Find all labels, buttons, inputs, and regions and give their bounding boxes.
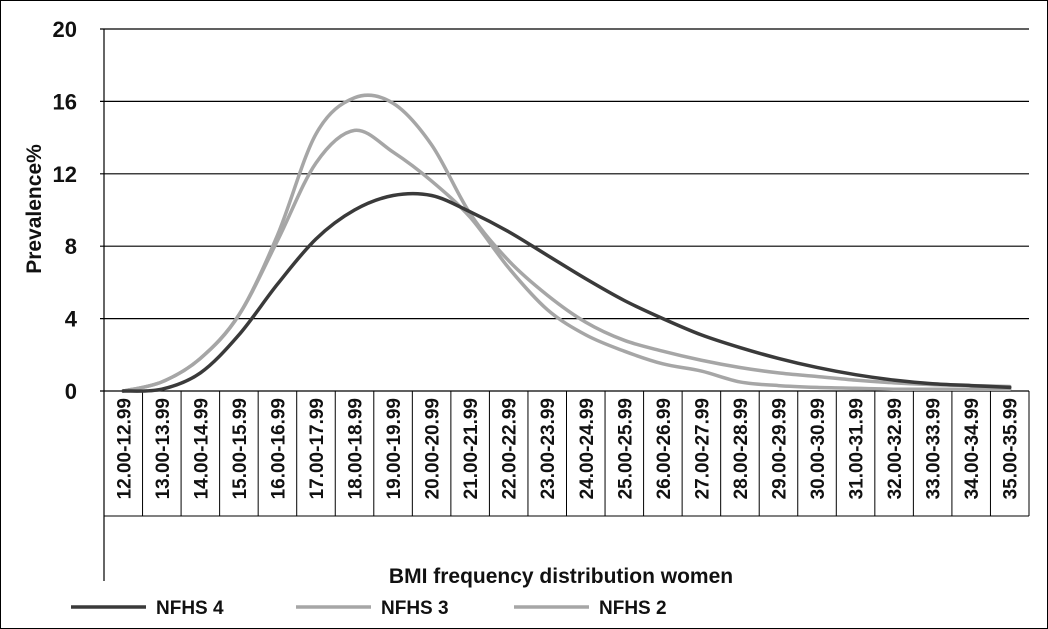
series-line-nfhs-2 bbox=[121, 93, 1012, 393]
x-tick-label: 20.00-20.99 bbox=[423, 398, 444, 499]
y-tick-labels: 0 4 8 12 16 20 bbox=[53, 17, 78, 404]
x-tick-label: 29.00-29.99 bbox=[769, 398, 790, 499]
x-tick-label: 28.00-28.99 bbox=[731, 398, 752, 499]
x-tick-label: 18.00-18.99 bbox=[346, 398, 367, 499]
y-axis-title: Prevalence% bbox=[23, 144, 46, 274]
x-tick-label: 17.00-17.99 bbox=[307, 398, 328, 499]
x-tick-label: 19.00-19.99 bbox=[384, 398, 405, 499]
x-tick-label: 13.00-13.99 bbox=[153, 398, 174, 499]
x-tick-label: 16.00-16.99 bbox=[268, 398, 289, 499]
gridlines bbox=[100, 28, 1030, 581]
x-tick-label: 33.00-33.99 bbox=[924, 398, 945, 499]
legend-label-nfhs-2: NFHS 2 bbox=[599, 598, 667, 619]
x-tick-label: 30.00-30.99 bbox=[808, 398, 829, 499]
x-tick-label: 21.00-21.99 bbox=[461, 398, 482, 499]
x-tick-label: 14.00-14.99 bbox=[191, 398, 212, 499]
x-tick-label: 31.00-31.99 bbox=[847, 398, 868, 499]
y-tick-label: 20 bbox=[53, 17, 77, 42]
x-tick-label: 27.00-27.99 bbox=[692, 398, 713, 499]
y-tick-label: 4 bbox=[65, 307, 78, 332]
series-lines bbox=[121, 93, 1012, 393]
x-tick-label: 15.00-15.99 bbox=[230, 398, 251, 499]
x-tick-label: 23.00-23.99 bbox=[538, 398, 559, 499]
series-line-nfhs-3 bbox=[121, 128, 1012, 393]
legend-label-nfhs-3: NFHS 3 bbox=[381, 598, 449, 619]
x-tick-label: 32.00-32.99 bbox=[885, 398, 906, 499]
series-line-nfhs-4 bbox=[121, 191, 1012, 393]
x-tick-label: 26.00-26.99 bbox=[654, 398, 675, 499]
x-tick-label: 24.00-24.99 bbox=[577, 398, 598, 499]
y-tick-label: 8 bbox=[65, 234, 77, 259]
x-tick-label: 35.00-35.99 bbox=[1001, 398, 1022, 499]
x-tick-label: 12.00-12.99 bbox=[114, 398, 135, 499]
x-tick-label: 22.00-22.99 bbox=[500, 398, 521, 499]
legend: NFHS 4 NFHS 3 NFHS 2 bbox=[71, 598, 667, 619]
y-tick-label: 16 bbox=[53, 89, 77, 114]
x-tick-label: 25.00-25.99 bbox=[615, 398, 636, 499]
y-tick-label: 0 bbox=[65, 379, 77, 404]
x-tick-label: 34.00-34.99 bbox=[962, 398, 983, 499]
y-tick-label: 12 bbox=[53, 162, 77, 187]
x-category-labels: 12.00-12.99 13.00-13.99 14.00-14.99 15.00-1… bbox=[114, 398, 1021, 499]
x-axis-title: BMI frequency distribution women bbox=[389, 565, 733, 588]
legend-label-nfhs-4: NFHS 4 bbox=[156, 598, 224, 619]
